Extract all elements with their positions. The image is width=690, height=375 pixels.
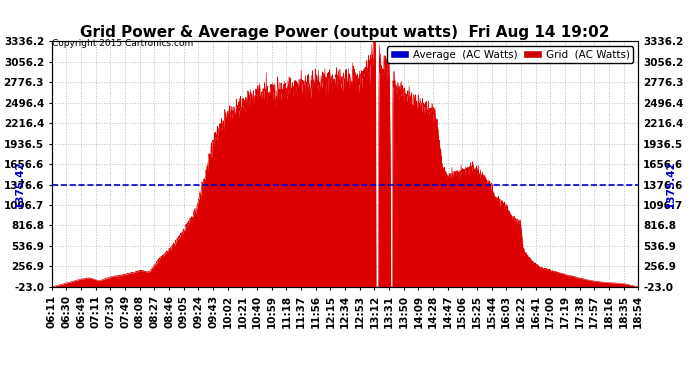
Text: Copyright 2015 Cartronics.com: Copyright 2015 Cartronics.com [52, 39, 193, 48]
Title: Grid Power & Average Power (output watts)  Fri Aug 14 19:02: Grid Power & Average Power (output watts… [80, 25, 610, 40]
Text: 1375.42: 1375.42 [14, 161, 24, 209]
Text: 1375.42: 1375.42 [666, 161, 676, 209]
Legend: Average  (AC Watts), Grid  (AC Watts): Average (AC Watts), Grid (AC Watts) [387, 46, 633, 63]
